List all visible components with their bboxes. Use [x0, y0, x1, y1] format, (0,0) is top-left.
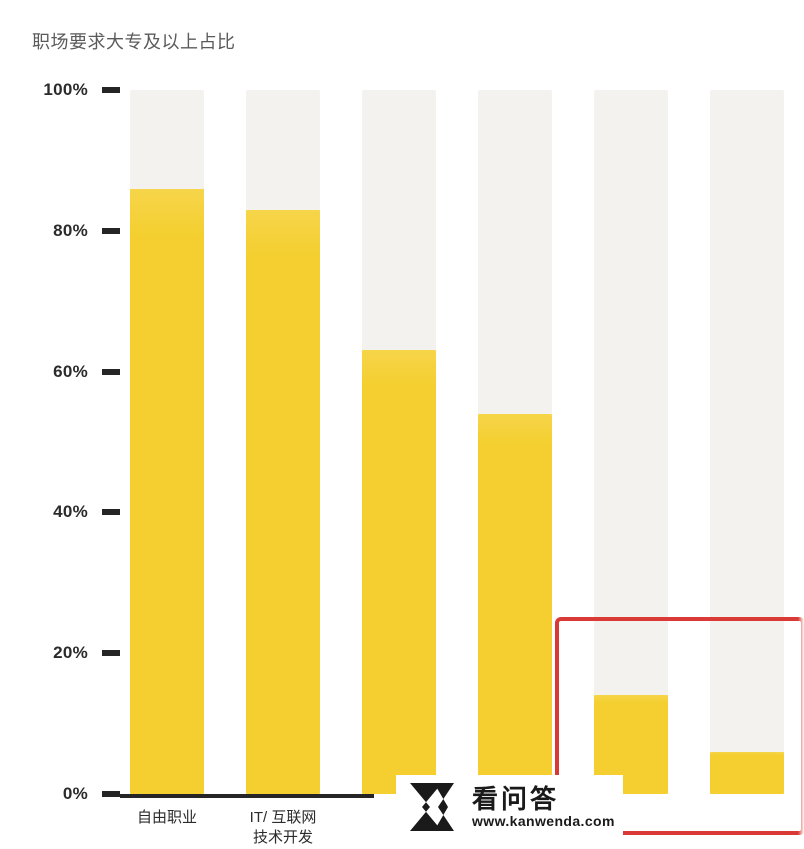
- y-tick-mark: [102, 791, 120, 797]
- y-tick-label: 40%: [32, 502, 88, 522]
- watermark-text: 看问答 www.kanwenda.com: [472, 785, 615, 829]
- bar: [362, 350, 436, 794]
- y-tick: 80%: [32, 221, 120, 241]
- y-tick-label: 20%: [32, 643, 88, 663]
- bar: [478, 414, 552, 794]
- y-tick-label: 60%: [32, 362, 88, 382]
- x-axis-label: IT/ 互联网技术开发: [250, 808, 317, 849]
- bar-group: [478, 90, 552, 794]
- bar-group: [710, 90, 784, 794]
- y-tick-mark: [102, 369, 120, 375]
- y-tick: 20%: [32, 643, 120, 663]
- bar: [246, 210, 320, 794]
- x-axis-line: [120, 794, 374, 798]
- bar-group: [594, 90, 668, 794]
- bar-shadow: [710, 90, 784, 794]
- watermark-logo-icon: [404, 779, 460, 835]
- y-tick: 40%: [32, 502, 120, 522]
- y-tick: 100%: [32, 80, 120, 100]
- y-tick-label: 80%: [32, 221, 88, 241]
- y-tick-label: 100%: [32, 80, 88, 100]
- y-tick: 0%: [32, 784, 120, 804]
- bars-layer: [120, 90, 800, 794]
- y-tick-label: 0%: [32, 784, 88, 804]
- bar-group: [130, 90, 204, 794]
- bar: [130, 189, 204, 794]
- y-tick-mark: [102, 228, 120, 234]
- y-tick-mark: [102, 87, 120, 93]
- bar: [710, 752, 784, 794]
- chart-container: 职场要求大专及以上占比 0%20%40%60%80%100% 自由职业IT/ 互…: [0, 0, 804, 840]
- x-axis-label: 自由职业: [137, 808, 197, 828]
- bar-group: [246, 90, 320, 794]
- bar-group: [362, 90, 436, 794]
- watermark: 看问答 www.kanwenda.com: [396, 775, 623, 839]
- y-tick-mark: [102, 509, 120, 515]
- bar-shadow: [594, 90, 668, 794]
- y-tick: 60%: [32, 362, 120, 382]
- chart-title: 职场要求大专及以上占比: [32, 28, 236, 54]
- watermark-text-cn: 看问答: [472, 785, 615, 814]
- right-edge-fade: [798, 0, 804, 840]
- watermark-text-url: www.kanwenda.com: [472, 814, 615, 829]
- y-tick-mark: [102, 650, 120, 656]
